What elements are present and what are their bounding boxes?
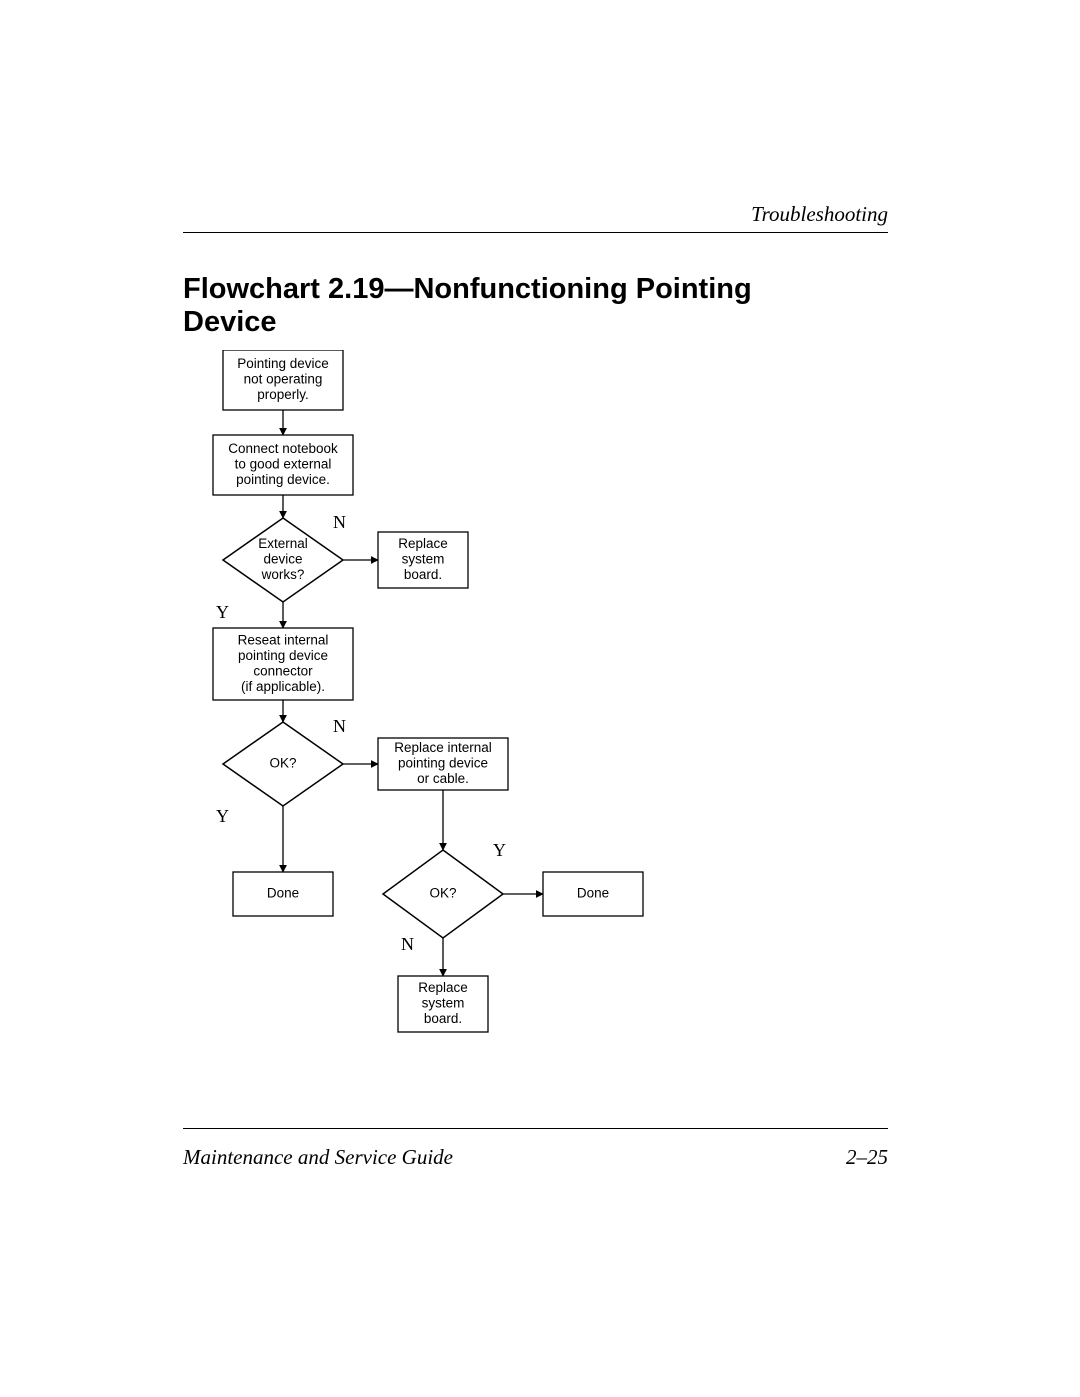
- svg-text:Y: Y: [493, 840, 506, 860]
- page-title: Flowchart 2.19—Nonfunctioning Pointing D…: [183, 273, 903, 340]
- svg-text:External: External: [258, 536, 308, 551]
- svg-text:or cable.: or cable.: [417, 771, 469, 786]
- svg-text:pointing device: pointing device: [398, 756, 488, 771]
- svg-text:Reseat internal: Reseat internal: [238, 632, 329, 647]
- svg-text:Replace: Replace: [418, 980, 468, 995]
- svg-text:Pointing device: Pointing device: [237, 356, 329, 371]
- footer-guide-title: Maintenance and Service Guide: [183, 1145, 453, 1170]
- svg-text:properly.: properly.: [257, 387, 309, 402]
- svg-text:works?: works?: [261, 567, 305, 582]
- svg-text:N: N: [333, 512, 346, 532]
- svg-text:N: N: [333, 716, 346, 736]
- svg-text:board.: board.: [404, 567, 442, 582]
- svg-text:(if applicable).: (if applicable).: [241, 679, 325, 694]
- svg-text:pointing device.: pointing device.: [236, 472, 330, 487]
- footer-page-number: 2–25: [846, 1145, 888, 1170]
- section-header: Troubleshooting: [751, 202, 888, 227]
- svg-text:device: device: [263, 552, 302, 567]
- svg-text:Replace: Replace: [398, 536, 448, 551]
- svg-text:N: N: [401, 934, 414, 954]
- svg-text:to good external: to good external: [235, 457, 332, 472]
- svg-text:Replace internal: Replace internal: [394, 740, 492, 755]
- svg-text:not operating: not operating: [244, 372, 323, 387]
- svg-text:Y: Y: [216, 602, 229, 622]
- svg-text:pointing device: pointing device: [238, 648, 328, 663]
- title-line-1: Flowchart 2.19—Nonfunctioning Pointing: [183, 273, 752, 305]
- svg-text:OK?: OK?: [429, 886, 456, 901]
- svg-text:system: system: [402, 552, 445, 567]
- svg-text:Done: Done: [577, 886, 609, 901]
- document-page: Troubleshooting Flowchart 2.19—Nonfuncti…: [0, 0, 1080, 1397]
- flowchart-canvas: N Y N Y Y N Pointing devicenot operatingproper…: [183, 350, 743, 1110]
- svg-text:system: system: [422, 996, 465, 1011]
- svg-text:Connect notebook: Connect notebook: [228, 441, 338, 456]
- title-line-2: Device: [183, 306, 277, 338]
- svg-text:connector: connector: [253, 663, 313, 678]
- footer-rule: [183, 1128, 888, 1129]
- header-rule: [183, 232, 888, 233]
- svg-text:board.: board.: [424, 1011, 462, 1026]
- svg-text:OK?: OK?: [269, 756, 296, 771]
- svg-text:Y: Y: [216, 806, 229, 826]
- svg-text:Done: Done: [267, 886, 299, 901]
